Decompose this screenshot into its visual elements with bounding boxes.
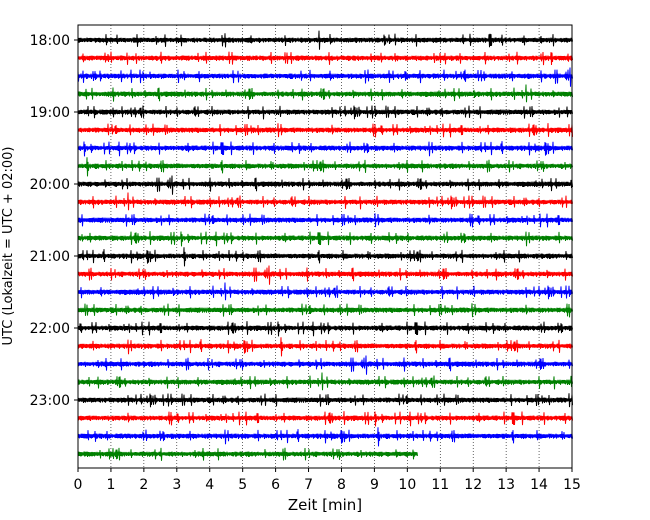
trace-line [77, 411, 573, 427]
x-tick-label: 14 [530, 477, 548, 493]
x-tick-label: 4 [205, 477, 214, 493]
x-tick-label: 5 [238, 477, 247, 493]
trace-line [77, 321, 573, 337]
x-tick-label: 3 [172, 477, 181, 493]
plot-frame [77, 24, 573, 469]
x-axis: 0 1 2 3 4 5 6 7 8 9 10 11 12 13 14 15 [74, 468, 581, 493]
x-tick-label: 9 [370, 477, 379, 493]
traces [77, 30, 573, 461]
y-tick-label: 23:00 [30, 393, 70, 409]
y-tick-label: 18:00 [30, 33, 70, 49]
trace-line [77, 231, 573, 247]
trace-line [77, 51, 573, 66]
x-tick-label: 7 [304, 477, 313, 493]
trace-line [77, 372, 573, 391]
trace-line [77, 265, 573, 285]
x-tick-label: 11 [431, 477, 449, 493]
x-tick-label: 0 [74, 477, 83, 493]
x-tick-label: 15 [563, 477, 581, 493]
x-tick-label: 6 [271, 477, 280, 493]
y-tick-label: 22:00 [30, 321, 70, 337]
y-tick-label: 20:00 [30, 177, 70, 193]
trace-line [77, 175, 573, 195]
x-tick-label: 12 [464, 477, 482, 493]
y-tick-label: 19:00 [30, 105, 70, 121]
x-tick-label: 13 [497, 477, 515, 493]
trace-line [77, 282, 573, 301]
trace-line [77, 355, 573, 375]
trace-line [77, 67, 573, 87]
trace-line [77, 247, 573, 267]
trace-line [77, 84, 573, 103]
trace-line [77, 213, 573, 228]
trace-line [77, 157, 573, 177]
trace-line [77, 447, 418, 461]
trace-line [77, 123, 573, 138]
y-tick-label: 21:00 [30, 249, 70, 265]
trace-line [77, 105, 573, 120]
trace-line [77, 30, 573, 50]
x-axis-label: Zeit [min] [288, 496, 362, 514]
x-tick-label: 1 [106, 477, 115, 493]
trace-line [77, 337, 573, 357]
x-tick-label: 10 [398, 477, 416, 493]
trace-line [77, 427, 573, 447]
trace-line [77, 192, 573, 211]
trace-line [77, 393, 573, 408]
y-axis-label: UTC (Lokalzeit = UTC + 02:00) [1, 147, 16, 346]
trace-line [77, 141, 573, 157]
trace-line [77, 303, 573, 318]
y-axis: 18:00 19:00 20:00 21:00 22:00 23:00 [30, 33, 78, 409]
x-tick-label: 8 [337, 477, 346, 493]
grid [110, 25, 540, 468]
x-tick-label: 2 [139, 477, 148, 493]
